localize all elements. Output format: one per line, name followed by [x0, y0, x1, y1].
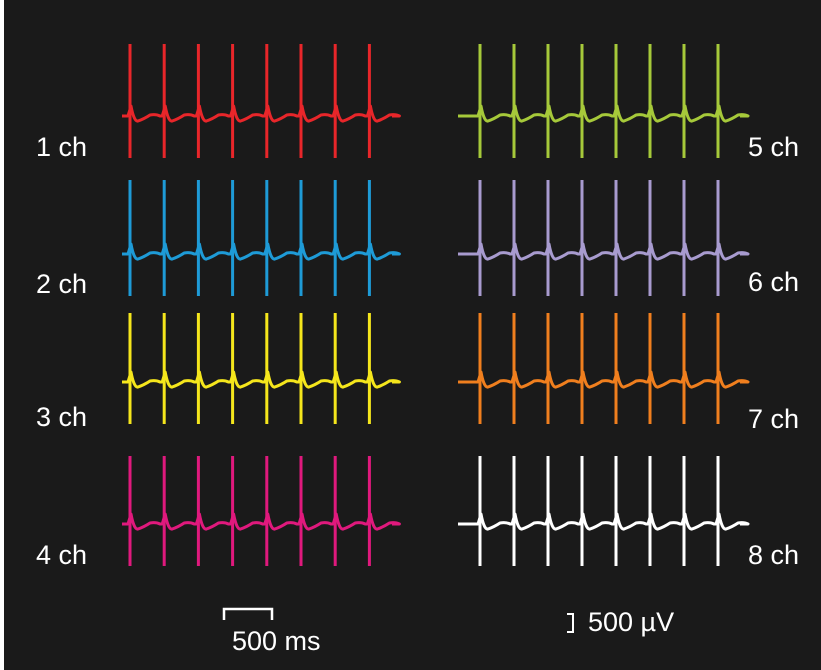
baseline-ch2 [122, 242, 401, 261]
recording-panel: 1 ch 2 ch 3 ch 4 ch 5 ch 6 ch 7 ch 8 ch … [4, 0, 821, 670]
amplitude-scale-label: 500 µV [588, 607, 675, 637]
baseline-ch1 [122, 104, 401, 123]
baseline-ch3 [122, 370, 401, 389]
trace-ch6 [458, 180, 750, 296]
time-scale-label: 500 ms [232, 626, 321, 656]
trace-ch1 [122, 44, 401, 158]
channel-label-7: 7 ch [748, 404, 800, 434]
traces-plot [122, 44, 750, 633]
baseline-ch4 [122, 512, 401, 531]
trace-ch5 [458, 44, 750, 158]
channel-label-4: 4 ch [36, 540, 88, 570]
trace-ch7 [458, 313, 750, 424]
baseline-ch5 [458, 104, 750, 123]
baseline-ch8 [458, 512, 750, 531]
channel-label-5: 5 ch [748, 132, 800, 162]
channel-label-3: 3 ch [36, 402, 88, 432]
baseline-ch7 [458, 370, 750, 389]
time-scale-bar [222, 607, 274, 620]
amplitude-scale-bar [567, 613, 574, 633]
channel-label-2: 2 ch [36, 269, 88, 299]
channel-label-1: 1 ch [36, 132, 88, 162]
baseline-ch6 [458, 242, 750, 261]
channel-label-6: 6 ch [748, 267, 800, 297]
trace-ch2 [122, 180, 401, 296]
trace-ch4 [122, 456, 401, 566]
trace-ch3 [122, 313, 401, 424]
channel-label-8: 8 ch [748, 540, 800, 570]
trace-ch8 [458, 456, 750, 566]
